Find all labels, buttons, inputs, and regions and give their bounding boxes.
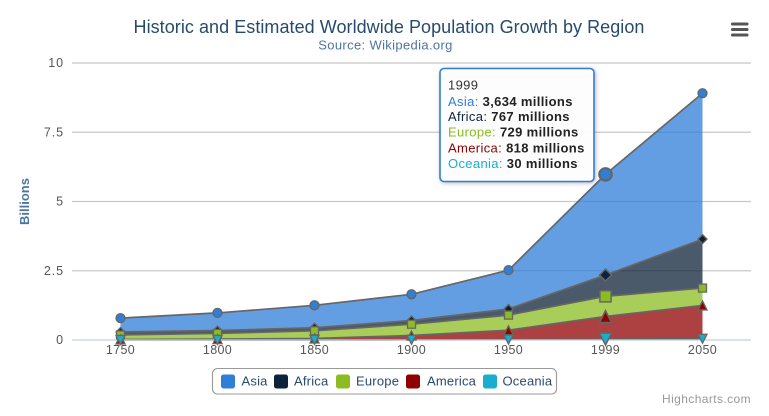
- svg-text:0: 0: [56, 333, 64, 347]
- svg-text:Oceania: Oceania: [503, 374, 553, 389]
- svg-text:1999: 1999: [448, 78, 478, 93]
- svg-text:Highcharts.com: Highcharts.com: [662, 392, 751, 406]
- svg-text:7.5: 7.5: [44, 125, 64, 139]
- svg-text:Asia: Asia: [242, 374, 269, 389]
- svg-text:Billions: Billions: [17, 178, 32, 225]
- svg-text:1950: 1950: [494, 343, 523, 357]
- svg-text:Historic and Estimated Worldwi: Historic and Estimated Worldwide Populat…: [134, 17, 645, 37]
- svg-text:Europe: Europe: [356, 374, 399, 389]
- svg-text:10: 10: [48, 56, 64, 70]
- svg-text:5: 5: [56, 195, 64, 209]
- svg-text:1750: 1750: [106, 343, 135, 357]
- svg-text:Source: Wikipedia.org: Source: Wikipedia.org: [318, 38, 453, 53]
- svg-text:Oceania: 30 millions: Oceania: 30 millions: [448, 156, 578, 171]
- svg-text:America: 818 millions: America: 818 millions: [448, 141, 585, 156]
- svg-text:Asia: 3,634 millions: Asia: 3,634 millions: [448, 94, 573, 109]
- svg-text:Europe: 729 millions: Europe: 729 millions: [448, 125, 579, 140]
- svg-text:2050: 2050: [688, 343, 717, 357]
- svg-text:America: America: [427, 374, 477, 389]
- svg-text:Africa: 767 millions: Africa: 767 millions: [448, 109, 570, 124]
- svg-text:1999: 1999: [591, 343, 620, 357]
- svg-text:1900: 1900: [397, 343, 426, 357]
- svg-text:1800: 1800: [203, 343, 232, 357]
- svg-text:1850: 1850: [300, 343, 329, 357]
- svg-text:2.5: 2.5: [44, 264, 64, 278]
- svg-text:Africa: Africa: [294, 374, 329, 389]
